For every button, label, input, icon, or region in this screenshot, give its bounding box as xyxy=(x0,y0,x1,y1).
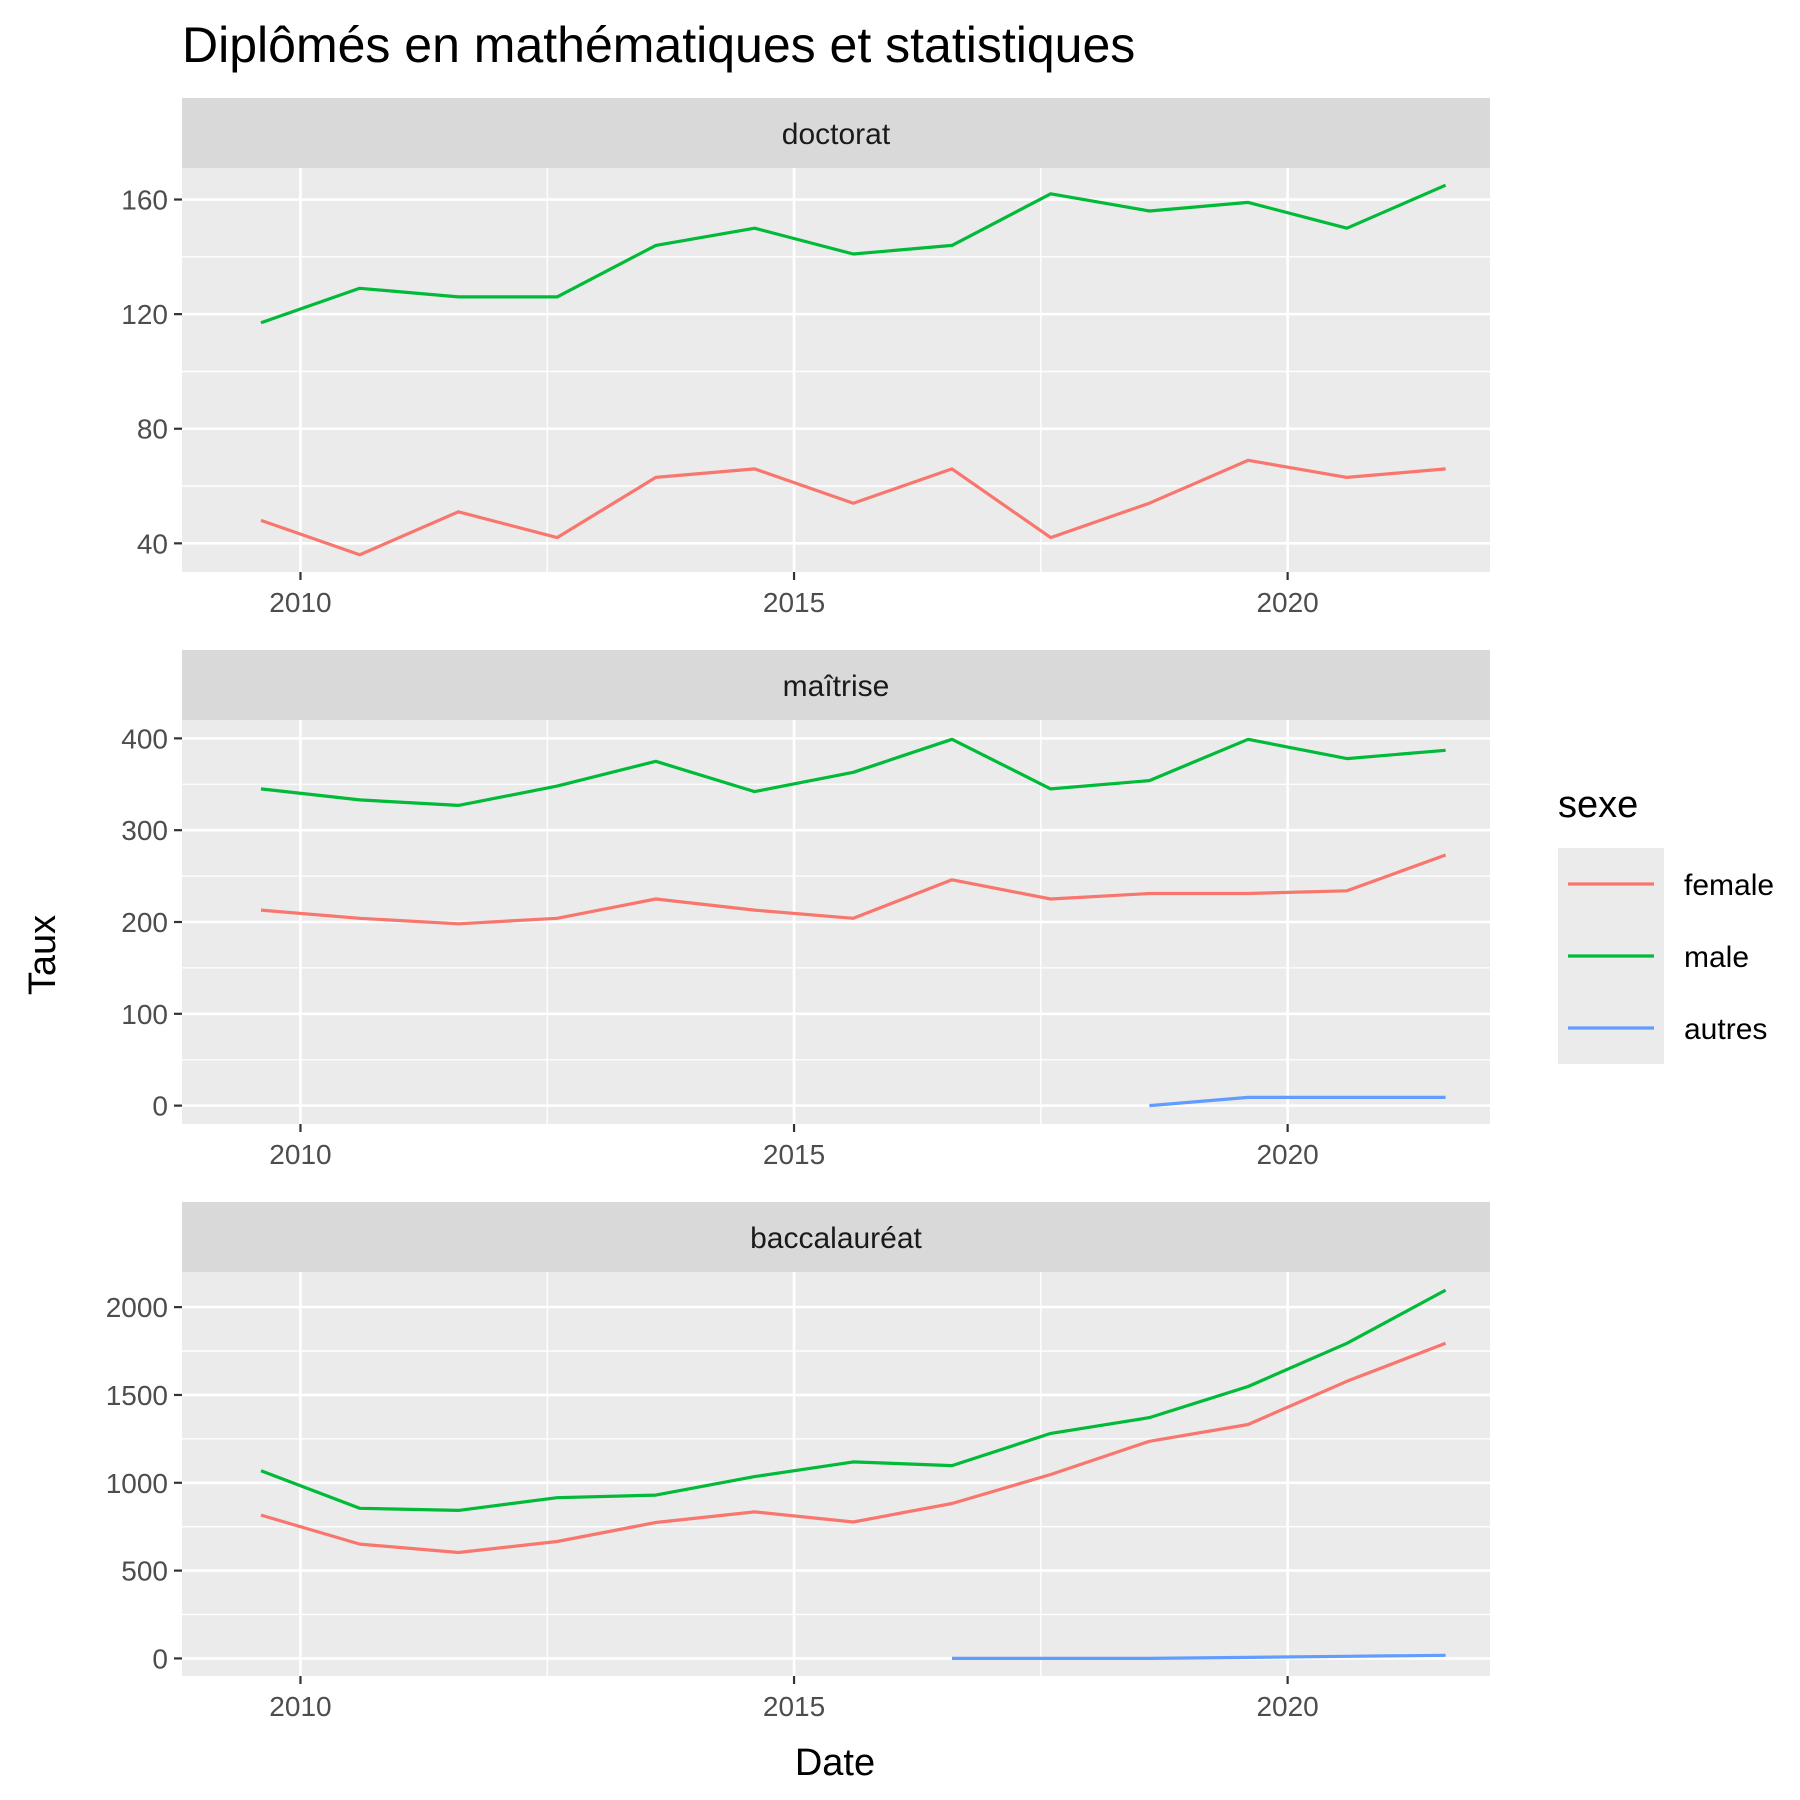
series-line-female xyxy=(260,458,1446,557)
y-tick-label: 2000 xyxy=(106,1292,168,1323)
legend-label-autres: autres xyxy=(1684,1013,1767,1046)
facet-strip xyxy=(182,98,1490,168)
x-axis-title: Date xyxy=(795,1742,875,1784)
chart-title: Diplômés en mathématiques et statistique… xyxy=(182,17,1135,73)
facet-strip xyxy=(182,1202,1490,1272)
y-tick-label: 0 xyxy=(152,1091,168,1122)
y-tick-label: 200 xyxy=(121,907,168,938)
x-tick-label: 2015 xyxy=(763,1139,825,1170)
y-tick-label: 120 xyxy=(121,299,168,330)
facet-strip xyxy=(182,650,1490,720)
facet-panel-1: maîtrise 0 100 200 300 400 2010 2015 2020 xyxy=(121,650,1490,1170)
y-axis-title: Taux xyxy=(22,915,64,995)
x-tick-label: 2015 xyxy=(763,587,825,618)
y-tick-label: 400 xyxy=(121,723,168,754)
panel-background xyxy=(182,1272,1490,1676)
y-tick-label: 40 xyxy=(137,528,168,559)
y-tick-label: 1500 xyxy=(106,1380,168,1411)
facet-panel-2: baccalauréat 0 500 1000 1500 2000 2010 2015 2020 xyxy=(106,1202,1490,1722)
series-line-autres xyxy=(952,1653,1446,1661)
y-tick-label: 500 xyxy=(121,1556,168,1587)
series-line-male xyxy=(260,737,1446,808)
legend: sexe female male autres xyxy=(1558,784,1774,1064)
series-line-male xyxy=(260,183,1447,325)
legend-label-male: male xyxy=(1684,941,1749,974)
y-tick-label: 0 xyxy=(152,1643,168,1674)
x-tick-label: 2020 xyxy=(1256,1139,1318,1170)
x-tick-label: 2020 xyxy=(1256,587,1318,618)
series-line-female xyxy=(260,853,1447,926)
y-tick-label: 300 xyxy=(121,815,168,846)
facet-strip-label: maîtrise xyxy=(783,670,890,703)
x-tick-label: 2020 xyxy=(1256,1691,1318,1722)
x-tick-label: 2010 xyxy=(269,1691,331,1722)
x-tick-label: 2010 xyxy=(269,1139,331,1170)
panel-background xyxy=(182,168,1490,572)
y-tick-label: 1000 xyxy=(106,1468,168,1499)
facet-panel-0: doctorat 40 80 120 160 2010 2015 2020 xyxy=(121,98,1490,618)
facet-panels: doctorat 40 80 120 160 2010 2015 2020 maîtrise 0 1… xyxy=(106,98,1490,1722)
legend-entries: female male autres xyxy=(1568,869,1774,1046)
series-line-female xyxy=(260,1341,1447,1555)
facet-strip-label: doctorat xyxy=(782,118,891,151)
y-tick-label: 160 xyxy=(121,185,168,216)
y-tick-label: 100 xyxy=(121,999,168,1030)
facet-strip-label: baccalauréat xyxy=(750,1222,922,1255)
legend-label-female: female xyxy=(1684,869,1774,902)
series-line-male xyxy=(260,1288,1447,1513)
x-tick-label: 2010 xyxy=(269,587,331,618)
y-tick-label: 80 xyxy=(137,414,168,445)
x-tick-label: 2015 xyxy=(763,1691,825,1722)
series-line-autres xyxy=(1149,1095,1446,1108)
legend-title: sexe xyxy=(1558,784,1638,826)
